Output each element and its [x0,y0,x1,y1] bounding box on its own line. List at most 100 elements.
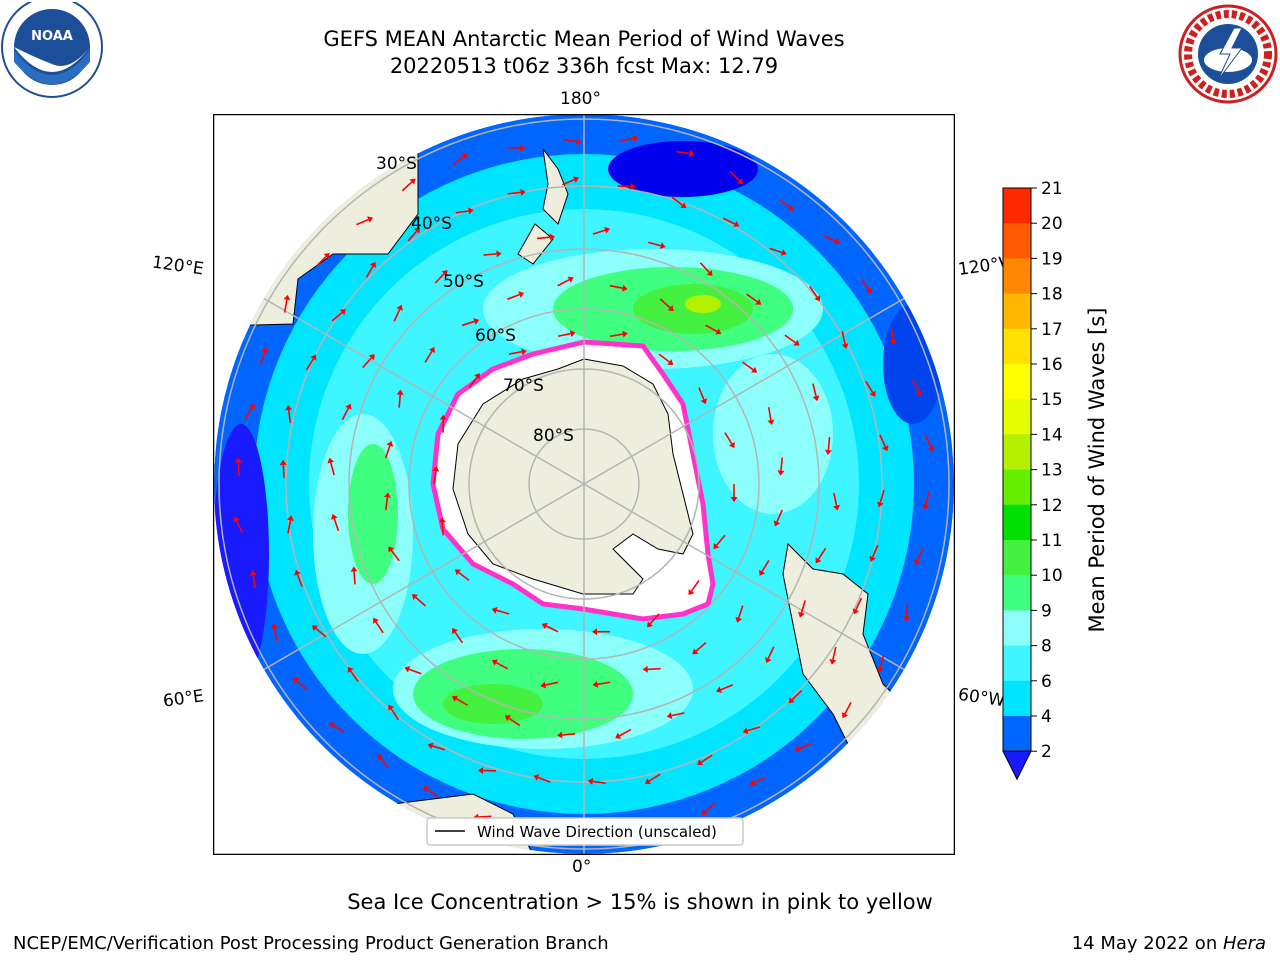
wind-wave-arrowhead [286,515,294,521]
wind-wave-arrowhead [689,150,695,158]
wind-wave-arrow [776,509,784,523]
wind-wave-arrowhead [841,712,849,719]
wind-wave-arrow [433,471,437,485]
wind-wave-arrow [648,773,661,782]
lon-label-180: 180° [560,89,601,109]
colorbar-tick-label: 4 [1041,707,1052,727]
wind-wave-arrowhead [373,617,379,624]
wind-wave-arrowhead [283,294,291,301]
wind-wave-arrow [658,353,670,363]
new-zealand-land [542,148,569,225]
low-period-patch [883,304,943,424]
wind-wave-arrowhead [279,459,287,466]
wind-wave-arrowhead [841,343,849,349]
wind-wave-arrowhead [261,347,269,354]
colorbar-swatch [1003,364,1031,400]
wind-wave-arrow [537,776,551,783]
wind-wave-arrowhead [667,359,674,365]
wind-wave-arrowhead [572,176,579,183]
wind-wave-arrowhead [882,445,889,452]
wind-wave-arrowhead [592,680,598,688]
wind-wave-arrow [879,489,885,503]
wind-wave-arrowhead [461,153,468,160]
wind-wave-arrowhead [248,403,255,410]
wind-wave-arrow [704,802,716,813]
wind-wave-arrowhead [439,414,447,420]
wind-wave-arrowhead [330,513,338,520]
wind-wave-arrowhead [735,616,743,623]
wind-wave-arrow [722,217,736,225]
colorbar-swatch [1003,188,1031,224]
colorbar-tick-label: 19 [1041,249,1063,269]
wind-wave-arrowhead [438,517,446,523]
wind-wave-arrow [767,407,772,421]
wind-wave-arrow [716,534,726,546]
wind-wave-arrow [879,434,887,448]
colorbar-tick-label: 11 [1041,531,1063,551]
wind-wave-arrowhead [311,625,318,632]
wind-wave-arrow [537,236,551,240]
wind-wave-arrow [779,199,791,209]
wind-wave-arrowhead [751,366,758,373]
colorbar-tick-label: 18 [1041,285,1063,305]
wind-wave-arrowhead [454,569,461,576]
wind-wave-arrowhead [377,754,384,761]
graticule [214,114,954,854]
wind-wave-arrow [390,549,400,562]
wind-wave-arrowhead [869,390,876,397]
wind-wave-arrow [331,311,343,322]
wind-wave-arrowhead [793,339,800,346]
wind-wave-arrowhead [777,470,785,476]
wind-wave-arrowhead [833,504,840,511]
wind-wave-arrow [597,681,611,686]
period-9-10-patch [348,444,398,584]
wind-wave-arrowhead [716,686,723,693]
wind-wave-arrowhead [829,658,837,665]
wind-wave-arrow [424,350,433,363]
wind-wave-arrow [384,445,391,459]
wind-wave-arrow [426,788,439,798]
wind-wave-arrowhead [533,774,540,781]
colorbar-swatch [1003,223,1031,259]
colorbar-swatch [1003,258,1031,295]
wind-wave-arrow [283,299,288,313]
wind-wave-arrow [455,698,468,706]
wind-wave-arrow [700,754,713,763]
wind-wave-arrow [362,357,373,369]
wind-wave-arrowhead [615,732,622,739]
wind-wave-arrowhead [914,559,921,566]
lon-label-0: 0° [572,857,592,877]
wind-wave-arrow [647,667,661,671]
wind-wave-arrow [609,333,624,338]
wind-wave-arrow [905,603,909,617]
wind-wave-arrow [592,780,606,785]
footer-date-text: 14 May 2022 on [1071,933,1223,954]
colorbar-swatch [1003,328,1031,365]
wind-wave-arrow [315,627,327,638]
wind-wave-arrow [393,309,401,322]
wind-wave-arrowhead [427,742,434,750]
map-frame [213,114,955,855]
wind-wave-arrowhead [915,390,922,397]
wind-wave-arrowhead [323,252,330,259]
wind-wave-arrow [833,492,838,506]
colorbar-swatch [1003,293,1031,330]
colorbar-swatch [1003,645,1031,682]
wind-wave-arrowhead [767,419,775,426]
wind-wave-arrow [356,218,369,226]
wind-wave-arrowhead [736,178,743,185]
wind-wave-arrowhead [540,681,547,689]
wind-wave-arrow [557,279,570,287]
lat-label-50s: 50°S [443,272,484,292]
lon-label-60e: 60°E [161,686,206,712]
chart-subtitle: 20220513 t06z 336h fcst Max: 12.79 [389,54,779,78]
wind-wave-arrowhead [383,492,391,498]
svg-text:NOAA: NOAA [31,29,73,44]
wind-wave-arrow [620,137,634,142]
wind-wave-arrowhead [270,623,278,629]
colorbar-tick-label: 17 [1041,320,1063,340]
wind-wave-arrowhead [742,727,749,735]
wind-wave-arrow [671,196,683,206]
wind-wave-arrow [508,351,522,355]
wind-wave-arrowhead [414,227,420,234]
